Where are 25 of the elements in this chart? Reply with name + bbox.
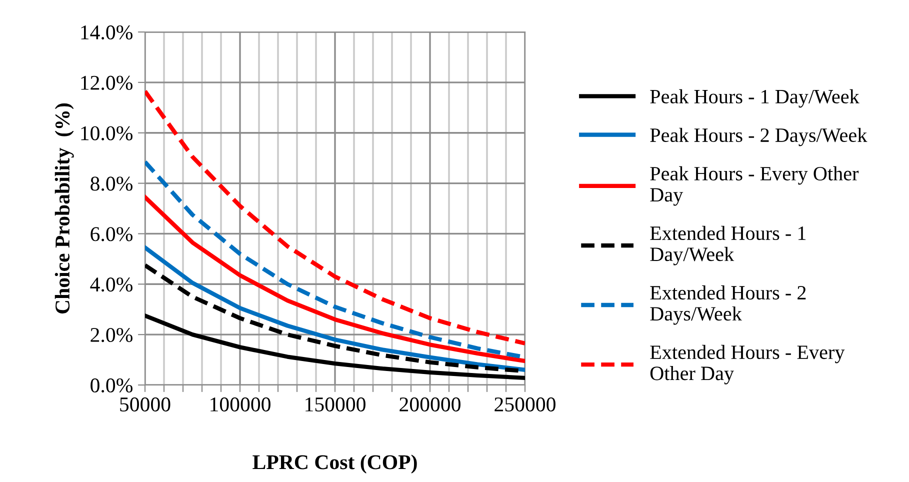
x-tick-label: 200000 [400, 397, 460, 412]
y-axis-title: Choice Probability (%) [54, 103, 74, 314]
line-series [145, 195, 525, 364]
x-tick-label: 50000 [120, 397, 170, 412]
y-tick-label: 14.0% [81, 25, 132, 40]
x-tick-label: 100000 [210, 397, 270, 412]
y-tick-label: 0.0% [90, 378, 132, 393]
legend-label: Peak Hours - 2 Days/Week [650, 128, 868, 146]
legend-label: Extended Hours - 1 Day/Week [650, 226, 806, 266]
y-tick-label: 10.0% [81, 126, 132, 140]
x-axis-title: LPRC Cost (COP) [252, 454, 417, 474]
legend-label: Peak Hours - Every Other Day [650, 166, 859, 206]
y-tick-label: 8.0% [90, 176, 132, 191]
legend-label: Extended Hours - 2 Days/Week [650, 285, 806, 325]
y-tick-label: 12.0% [81, 76, 132, 90]
x-tick-label: 150000 [306, 397, 366, 412]
y-tick-label: 6.0% [90, 227, 132, 242]
y-tick-label: 4.0% [90, 278, 132, 292]
line-series [145, 89, 525, 346]
line-series [145, 245, 525, 372]
y-tick-label: 2.0% [90, 328, 132, 342]
line-series [145, 314, 525, 380]
legend-label: Peak Hours - 1 Day/Week [650, 89, 860, 108]
legend-label: Extended Hours - Every Other Day [650, 344, 845, 384]
x-tick-label: 250000 [494, 397, 556, 412]
